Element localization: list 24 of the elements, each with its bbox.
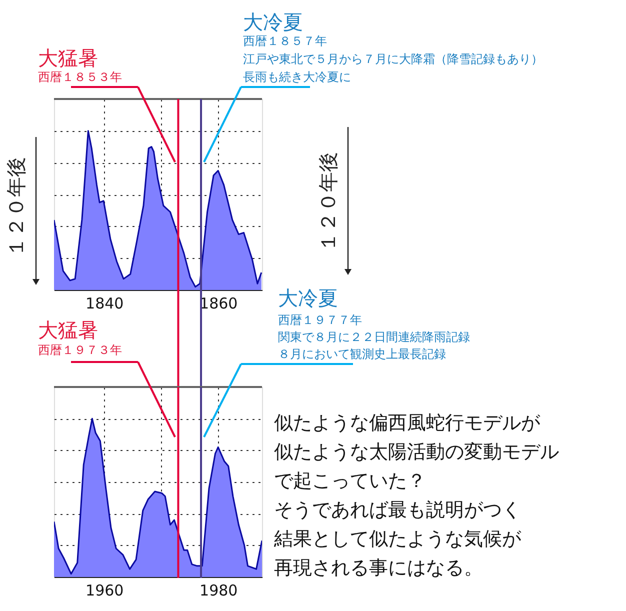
text: 大猛暑 [38, 318, 98, 342]
text: で起こっていた？ [274, 470, 426, 492]
text: 関東で８月に２２日間連続降雨記録 [278, 330, 470, 344]
text: 結果として似たような気候が [273, 528, 522, 550]
text: そうであれば最も説明がつく [274, 499, 521, 521]
x-tick-label: 1840 [86, 294, 124, 312]
text: 似たような太陽活動の変動モデル [274, 441, 559, 463]
text: 似たような偏西風蛇行モデルが [274, 412, 541, 434]
text: 大冷夏 [243, 10, 303, 34]
text: 西暦１８５７年 [243, 34, 327, 48]
text: 大猛暑 [38, 46, 98, 70]
text: 西暦１９７３年 [38, 343, 122, 357]
text: 長雨も続き大冷夏に [243, 70, 351, 84]
x-tick-label: 1960 [86, 582, 124, 600]
x-tick-label: 1860 [200, 294, 238, 312]
x-tick-label: 1980 [200, 582, 238, 600]
text: １２０年後 [4, 157, 28, 257]
text: 大冷夏 [278, 286, 338, 310]
text: 再現される事にはなる。 [274, 557, 483, 579]
text: ８月において観測史上最長記録 [278, 347, 446, 361]
text: 西暦１９７７年 [278, 313, 362, 327]
text: 西暦１８５３年 [38, 70, 122, 84]
text: 江戸や東北で５月から７月に大降霜（降雪記録もあり） [243, 52, 543, 66]
text: １２０年後 [316, 152, 340, 252]
